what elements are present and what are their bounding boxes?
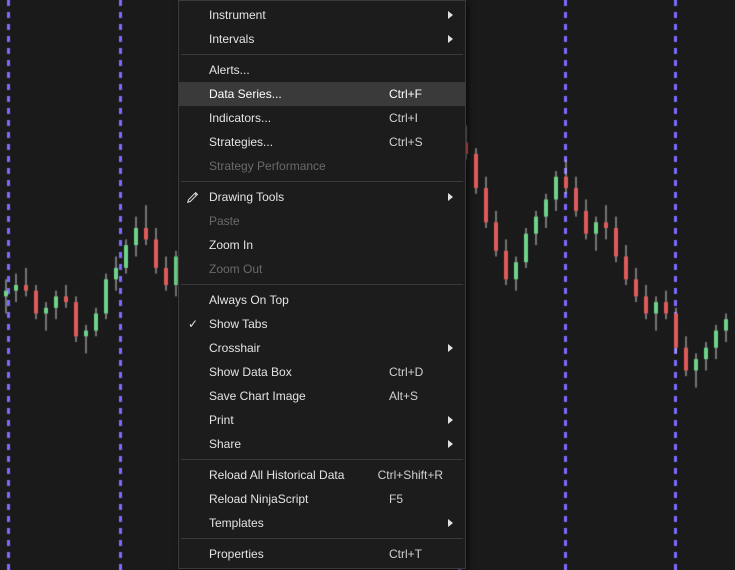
menu-separator: [181, 54, 463, 55]
menu-separator: [181, 538, 463, 539]
menu-item-label: Crosshair: [205, 341, 373, 355]
chart-context-menu: Instrument Intervals Alerts... Data Series.…: [178, 0, 466, 569]
menu-item-label: Always On Top: [205, 293, 373, 307]
menu-item-label: Data Series...: [205, 87, 373, 101]
menu-item-label: Save Chart Image: [205, 389, 373, 403]
menu-item-strategies[interactable]: Strategies...Ctrl+S: [179, 130, 465, 154]
menu-item-label: Intervals: [205, 32, 373, 46]
menu-item-shortcut: Ctrl+F: [373, 87, 443, 101]
submenu-arrow-icon: [443, 440, 457, 448]
menu-item-crosshair[interactable]: Crosshair: [179, 336, 465, 360]
menu-item-data-series[interactable]: Data Series...Ctrl+F: [179, 82, 465, 106]
menu-item-properties[interactable]: PropertiesCtrl+T: [179, 542, 465, 566]
pencil-icon: [181, 190, 205, 204]
menu-item-print[interactable]: Print: [179, 408, 465, 432]
menu-item-label: Print: [205, 413, 373, 427]
menu-item-zoom-in[interactable]: Zoom In: [179, 233, 465, 257]
menu-item-shortcut: Ctrl+D: [373, 365, 443, 379]
menu-item-paste: Paste: [179, 209, 465, 233]
menu-item-share[interactable]: Share: [179, 432, 465, 456]
submenu-arrow-icon: [443, 416, 457, 424]
menu-item-reload-ninjascript[interactable]: Reload NinjaScriptF5: [179, 487, 465, 511]
menu-item-label: Reload All Historical Data: [205, 468, 362, 482]
submenu-arrow-icon: [443, 519, 457, 527]
menu-item-templates[interactable]: Templates: [179, 511, 465, 535]
menu-item-indicators[interactable]: Indicators...Ctrl+I: [179, 106, 465, 130]
menu-item-label: Drawing Tools: [205, 190, 373, 204]
menu-item-drawing-tools[interactable]: Drawing Tools: [179, 185, 465, 209]
menu-item-label: Properties: [205, 547, 373, 561]
check-icon: [181, 317, 205, 331]
menu-item-shortcut: Ctrl+I: [373, 111, 443, 125]
menu-item-label: Strategy Performance: [205, 159, 373, 173]
menu-item-label: Reload NinjaScript: [205, 492, 373, 506]
menu-item-label: Instrument: [205, 8, 373, 22]
menu-separator: [181, 284, 463, 285]
menu-item-shortcut: F5: [373, 492, 443, 506]
submenu-arrow-icon: [443, 11, 457, 19]
menu-item-label: Templates: [205, 516, 373, 530]
menu-separator: [181, 181, 463, 182]
menu-item-label: Zoom Out: [205, 262, 373, 276]
menu-item-shortcut: Alt+S: [373, 389, 443, 403]
menu-item-label: Indicators...: [205, 111, 373, 125]
menu-item-shortcut: Ctrl+Shift+R: [362, 468, 443, 482]
menu-item-show-data-box[interactable]: Show Data BoxCtrl+D: [179, 360, 465, 384]
menu-item-label: Strategies...: [205, 135, 373, 149]
menu-item-instrument[interactable]: Instrument: [179, 3, 465, 27]
menu-item-zoom-out: Zoom Out: [179, 257, 465, 281]
menu-item-alerts[interactable]: Alerts...: [179, 58, 465, 82]
menu-item-save-chart-image[interactable]: Save Chart ImageAlt+S: [179, 384, 465, 408]
submenu-arrow-icon: [443, 193, 457, 201]
menu-item-label: Alerts...: [205, 63, 373, 77]
submenu-arrow-icon: [443, 35, 457, 43]
menu-item-strategy-performance: Strategy Performance: [179, 154, 465, 178]
menu-item-shortcut: Ctrl+S: [373, 135, 443, 149]
menu-separator: [181, 459, 463, 460]
menu-item-label: Share: [205, 437, 373, 451]
submenu-arrow-icon: [443, 344, 457, 352]
menu-item-intervals[interactable]: Intervals: [179, 27, 465, 51]
menu-item-reload-all-historical-data[interactable]: Reload All Historical DataCtrl+Shift+R: [179, 463, 465, 487]
menu-item-label: Show Data Box: [205, 365, 373, 379]
menu-item-shortcut: Ctrl+T: [373, 547, 443, 561]
menu-item-label: Paste: [205, 214, 373, 228]
menu-item-show-tabs[interactable]: Show Tabs: [179, 312, 465, 336]
menu-item-label: Show Tabs: [205, 317, 373, 331]
menu-item-label: Zoom In: [205, 238, 373, 252]
menu-item-always-on-top[interactable]: Always On Top: [179, 288, 465, 312]
